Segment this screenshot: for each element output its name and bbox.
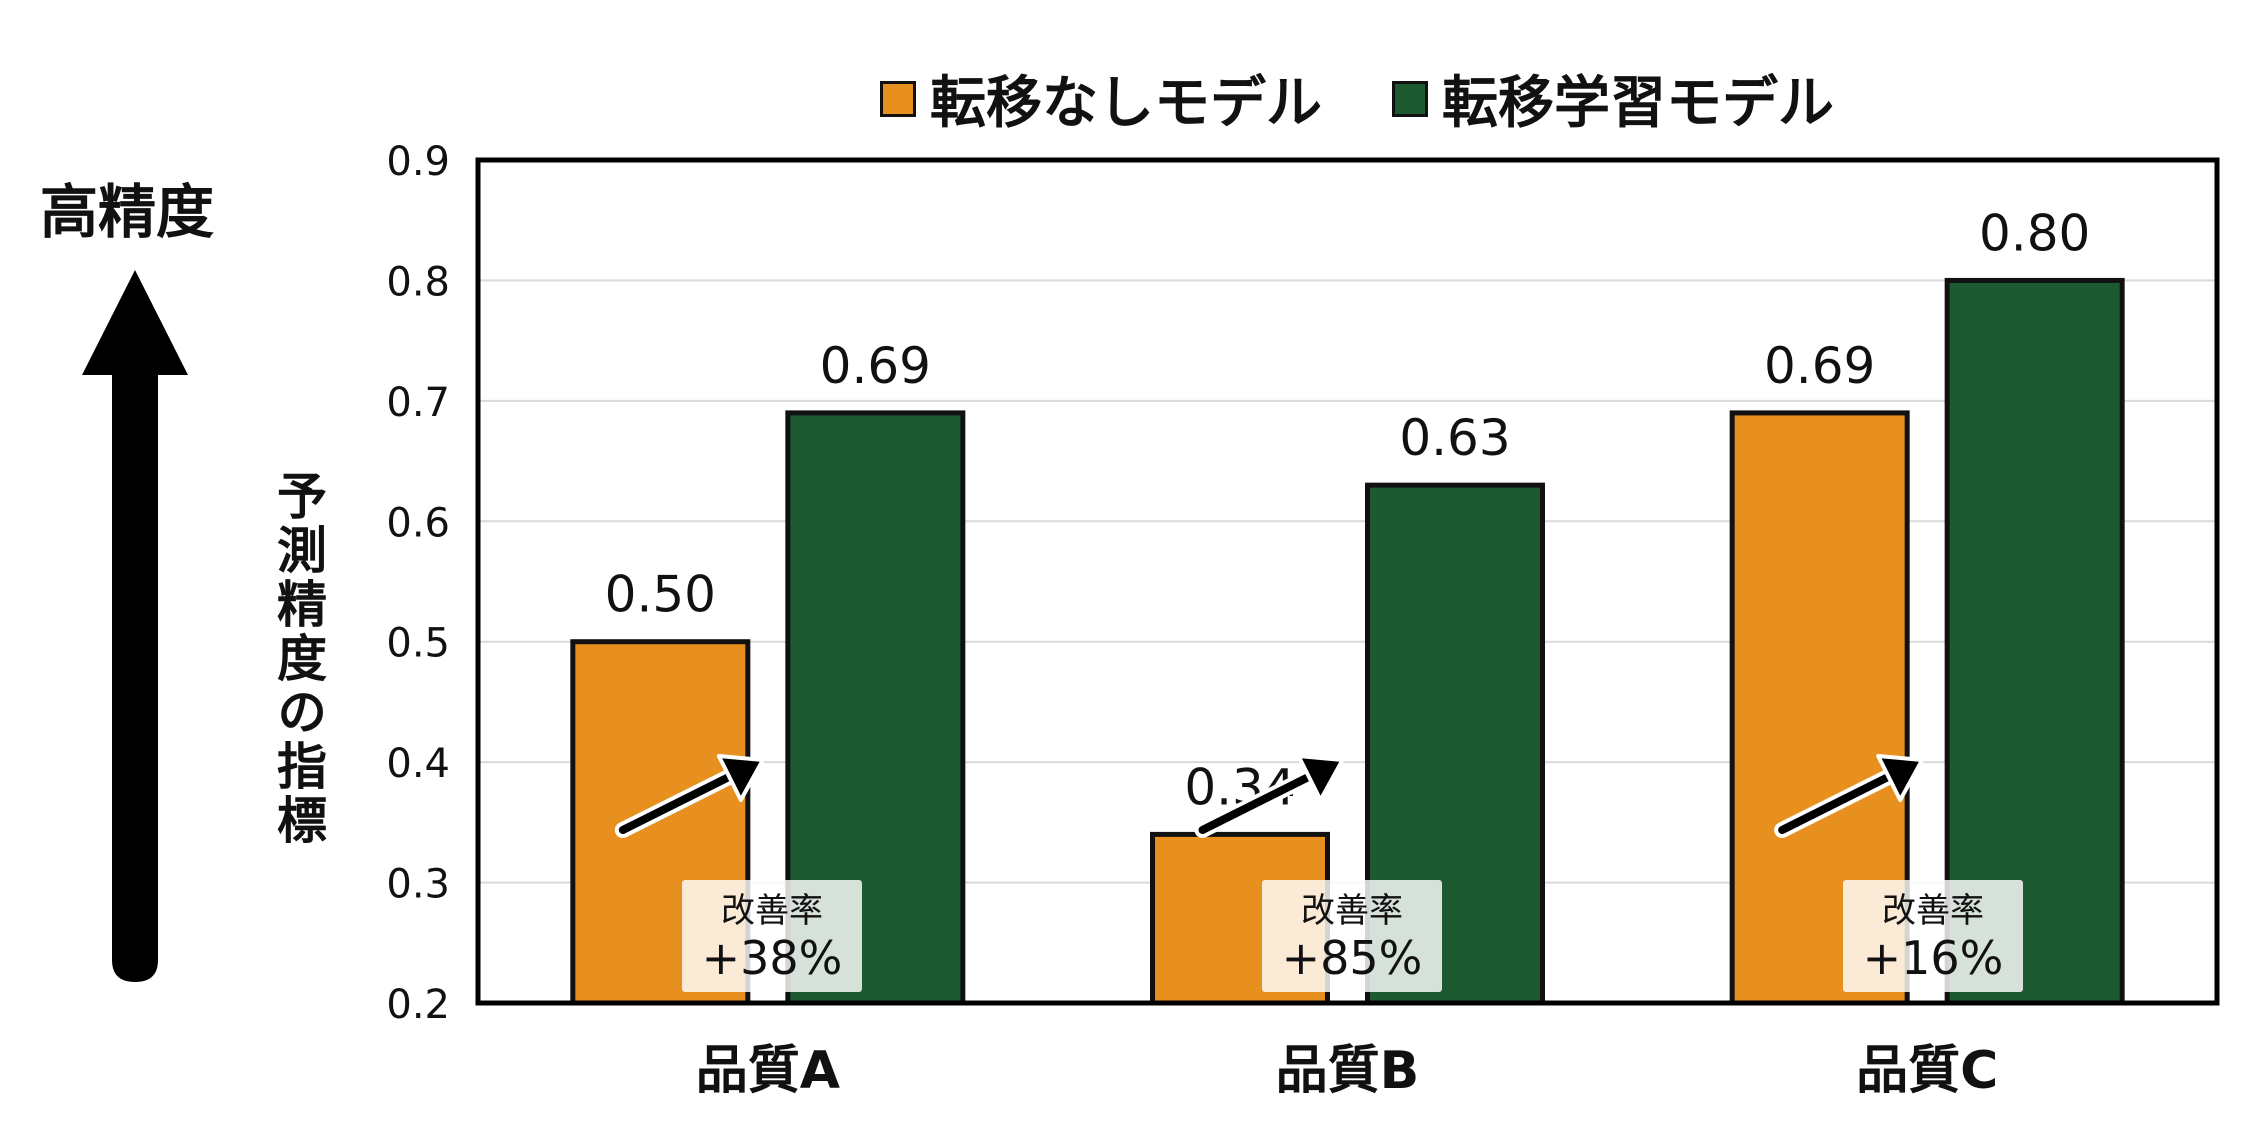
y-tick-label: 0.5 <box>386 621 450 667</box>
legend-label-transfer: 転移学習モデル <box>1442 71 1834 136</box>
category-label: 品質C <box>1856 1041 1998 1101</box>
improvement-box-b: 改善率 +85% <box>1262 880 1442 992</box>
bar-value-label: 0.50 <box>605 566 716 624</box>
bar-value-label: 0.69 <box>1764 337 1875 395</box>
high-accuracy-label: 高精度 <box>40 178 215 246</box>
legend-item-no-transfer: 転移なしモデル <box>880 58 1322 139</box>
category-label: 品質A <box>696 1041 840 1101</box>
improvement-box-a: 改善率 +38% <box>682 880 862 992</box>
bar <box>1729 410 1910 1006</box>
y-tick-label: 0.2 <box>386 982 450 1028</box>
category-label: 品質B <box>1276 1041 1420 1101</box>
legend-label-no-transfer: 転移なしモデル <box>930 71 1322 136</box>
legend: 転移なしモデル 転移学習モデル <box>880 58 1834 139</box>
arrow-head-icon <box>1296 754 1345 802</box>
up-arrow-icon <box>82 270 188 982</box>
plot-frame <box>475 157 2220 1006</box>
improvement-value: +85% <box>1281 931 1423 985</box>
legend-swatch-no-transfer <box>880 80 916 117</box>
bar-value-label: 0.63 <box>1399 409 1510 467</box>
improvement-box-c: 改善率 +16% <box>1843 880 2023 992</box>
y-tick-label: 0.9 <box>386 139 450 185</box>
bar-value-label: 0.80 <box>1979 204 2090 262</box>
y-axis-label: 予測精度の指標 <box>269 470 327 848</box>
y-tick-label: 0.6 <box>386 500 450 546</box>
arrow-head-icon <box>716 754 765 802</box>
legend-item-transfer: 転移学習モデル <box>1392 58 1834 139</box>
improvement-title: 改善率 <box>1882 891 1984 931</box>
bar-value-label: 0.69 <box>820 337 931 395</box>
y-tick-label: 0.8 <box>386 259 450 305</box>
improvement-title: 改善率 <box>721 891 823 931</box>
y-tick-label: 0.4 <box>386 741 450 787</box>
legend-swatch-transfer <box>1392 80 1428 117</box>
y-tick-label: 0.3 <box>386 862 450 908</box>
y-tick-label: 0.7 <box>386 380 450 426</box>
arrow-head-icon <box>1876 754 1925 802</box>
improvement-title: 改善率 <box>1301 891 1403 931</box>
improvement-value: +38% <box>701 931 843 985</box>
improvement-value: +16% <box>1862 931 2004 985</box>
